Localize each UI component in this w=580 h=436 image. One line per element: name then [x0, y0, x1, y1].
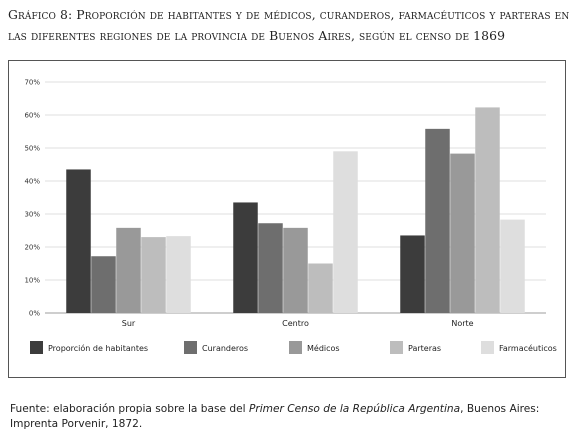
legend-label: Curanderos	[202, 344, 248, 353]
y-tick-label: 30%	[24, 211, 40, 219]
bar	[475, 107, 500, 313]
source-note: Fuente: elaboración propia sobre la base…	[10, 402, 570, 432]
y-tick-label: 70%	[24, 79, 40, 87]
x-category-label: Norte	[451, 319, 473, 328]
legend-label: Farmacéuticos	[499, 343, 557, 353]
bar	[500, 219, 525, 313]
bar	[308, 263, 333, 313]
bar	[450, 153, 475, 313]
y-axis-ticks: 0% 10% 20% 30% 40% 50% 60% 70%	[24, 79, 40, 318]
bar	[283, 227, 308, 313]
legend: Proporción de habitantes Curanderos Médico…	[30, 341, 557, 354]
bar	[333, 151, 358, 313]
legend-swatch	[289, 341, 302, 354]
chart-title: Gráfico 8: Proporción de habitantes y de…	[8, 7, 570, 43]
y-tick-label: 40%	[24, 178, 40, 186]
x-axis-categories: Sur Centro Norte	[122, 319, 474, 328]
legend-swatch	[30, 341, 43, 354]
bars	[66, 107, 525, 313]
bar	[258, 223, 283, 313]
legend-swatch	[390, 341, 403, 354]
bar	[91, 256, 116, 313]
y-tick-label: 20%	[24, 244, 40, 252]
legend-swatch	[184, 341, 197, 354]
x-category-label: Centro	[282, 319, 309, 328]
bar	[166, 236, 191, 313]
source-work: Primer Censo de la República Argentina	[248, 403, 461, 415]
bar	[116, 227, 141, 313]
bar	[141, 237, 166, 313]
source-suffix: , Buenos Aires: Imprenta Porvenir, 1872.	[10, 403, 540, 430]
source-prefix: Fuente: elaboración propia sobre la base…	[10, 403, 249, 415]
bar	[425, 128, 450, 313]
y-tick-label: 50%	[24, 145, 40, 153]
bar	[66, 169, 91, 313]
legend-swatch	[481, 341, 494, 354]
bar	[233, 202, 258, 313]
y-tick-label: 0%	[29, 310, 40, 318]
chart-frame	[8, 60, 566, 378]
x-category-label: Sur	[122, 319, 136, 328]
legend-label: Médicos	[307, 343, 340, 353]
bar	[400, 235, 425, 313]
y-tick-label: 10%	[24, 277, 40, 285]
y-tick-label: 60%	[24, 112, 40, 120]
legend-label: Parteras	[408, 344, 441, 353]
legend-label: Proporción de habitantes	[48, 343, 148, 353]
bar-chart: 0% 10% 20% 30% 40% 50% 60% 70% Sur Centro Norte P…	[24, 79, 557, 354]
